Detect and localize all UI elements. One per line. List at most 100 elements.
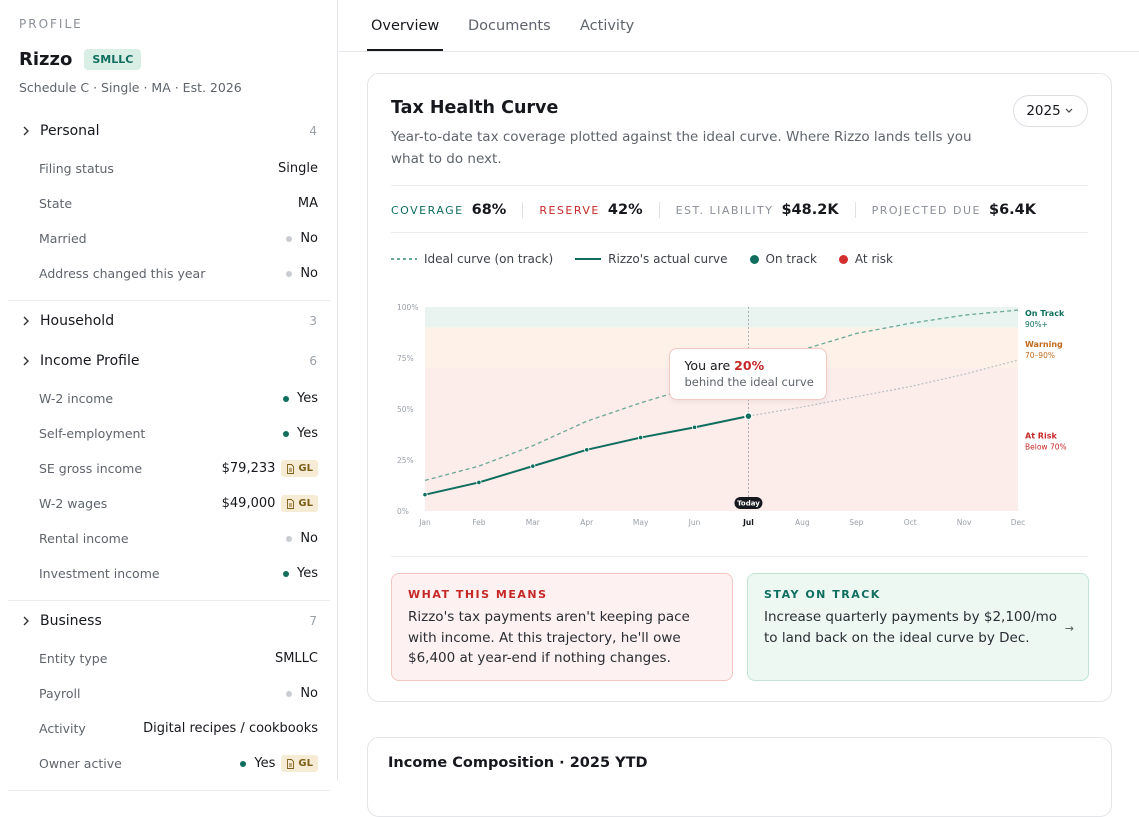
- projection-line: [748, 359, 1019, 417]
- legend-item: On track: [749, 252, 817, 266]
- chevron: [23, 356, 29, 366]
- field-row: Entity type SMLLC: [8, 641, 330, 676]
- legend-label: At risk: [854, 252, 893, 266]
- divider: [391, 185, 1088, 186]
- source-tag-text: GL: [298, 463, 313, 474]
- sections: Personal 4 Filing status Single State MA Marri…: [8, 111, 330, 791]
- tab[interactable]: Activity: [580, 18, 635, 34]
- legend-item: Ideal curve (on track): [391, 252, 553, 266]
- field-row: Owner active Yes GL: [8, 746, 330, 781]
- field-value-group: Single: [278, 161, 318, 176]
- zone-sublabel: 70–90%: [1025, 351, 1055, 360]
- field-value: MA: [297, 196, 318, 211]
- section: Income Profile 6 W-2 income Yes Self-employm…: [8, 341, 330, 601]
- field-value: Yes: [254, 756, 276, 771]
- y-tick-label: 0%: [397, 507, 409, 516]
- profile-name-row: Rizzo SMLLC: [19, 49, 142, 70]
- field-label: W-2 wages: [39, 496, 108, 511]
- field-value-group: No: [286, 231, 318, 246]
- field-label: State: [39, 196, 73, 211]
- section-count: 6: [309, 354, 317, 368]
- field-value: Yes: [297, 566, 318, 581]
- card: [367, 737, 1112, 817]
- field-value-group: $79,233 GL: [222, 460, 318, 477]
- legend-label: Rizzo's actual curve: [608, 252, 728, 266]
- year-select[interactable]: 2025: [1013, 95, 1088, 127]
- zone-label: On Track: [1025, 309, 1065, 318]
- field-label: Owner active: [39, 756, 122, 771]
- stat-value: $6.4K: [988, 202, 1036, 218]
- section-header[interactable]: Business 7: [8, 601, 330, 641]
- field-value: No: [300, 266, 318, 281]
- stat: EST. LIABILITY $48.2K: [676, 202, 839, 218]
- y-tick-label: 25%: [397, 456, 414, 465]
- doc-icon-path: [287, 463, 295, 474]
- field-label: W-2 income: [39, 391, 114, 406]
- callout: WHAT THIS MEANS Rizzo's tax payments aren…: [391, 573, 733, 681]
- status-dot: [283, 430, 289, 437]
- x-tick-label: Oct: [904, 518, 917, 527]
- section-header[interactable]: Personal 4: [8, 111, 330, 151]
- series-line: [424, 309, 1019, 482]
- sidebar: PROFILE Rizzo SMLLC Schedule C · Single ·…: [0, 0, 338, 791]
- field-row: Self-employment Yes: [8, 416, 330, 451]
- legend-label: Ideal curve (on track): [424, 252, 554, 266]
- field-value: $79,233: [221, 461, 276, 476]
- field-row: Filing status Single: [8, 151, 330, 186]
- field-row: W-2 wages $49,000 GL: [8, 486, 330, 521]
- x-tick-label: May: [633, 518, 649, 527]
- stat: PROJECTED DUE $6.4K: [872, 202, 1036, 218]
- source-tag: GL: [281, 460, 318, 477]
- field-row: Payroll No: [8, 676, 330, 711]
- source-tag-text: GL: [298, 758, 313, 769]
- field-label: Address changed this year: [39, 266, 206, 281]
- field-row: Address changed this year No: [8, 256, 330, 291]
- legend: Ideal curve (on track) Rizzo's actual cur…: [391, 252, 915, 266]
- chart: On Track 90%+ Warning 70–90% At Risk Below 70…: [397, 303, 1067, 527]
- source-tag: GL: [281, 495, 318, 512]
- section-header[interactable]: Income Profile 6: [8, 341, 330, 381]
- doc-icon: [287, 498, 295, 509]
- stat-separator: [854, 202, 856, 218]
- section: Personal 4 Filing status Single State MA Marri…: [8, 111, 330, 301]
- field-value-group: Yes: [283, 391, 318, 406]
- field-value-group: No: [286, 686, 318, 701]
- section-title: Household: [40, 313, 115, 329]
- field-label: Activity: [39, 721, 86, 736]
- chevron: [23, 616, 29, 626]
- stat-label: COVERAGE: [391, 204, 464, 217]
- field-value-group: SMLLC: [275, 651, 318, 666]
- field-row: State MA: [8, 186, 330, 221]
- section: Business 7 Entity type SMLLC Payroll No Activi…: [8, 601, 330, 791]
- status-dot: [286, 535, 293, 542]
- section-count: 3: [309, 314, 317, 328]
- stat-label: PROJECTED DUE: [871, 204, 981, 217]
- divider: [391, 556, 1088, 557]
- field-label: Investment income: [39, 566, 160, 581]
- field-label: Filing status: [39, 161, 114, 176]
- sidebar-label: PROFILE: [19, 17, 83, 31]
- y-tick-label: 100%: [397, 303, 418, 312]
- tab[interactable]: Documents: [468, 18, 551, 34]
- point: [744, 411, 753, 421]
- zone-sublabel: 90%+: [1025, 320, 1048, 329]
- callout-arrow: →: [1064, 622, 1074, 635]
- today-label: Today: [737, 500, 760, 508]
- tab[interactable]: Overview: [371, 18, 440, 34]
- profile-meta: Schedule C · Single · MA · Est. 2026: [19, 80, 242, 95]
- legend-swatch: [575, 258, 602, 260]
- legend-item: Rizzo's actual curve: [575, 252, 728, 266]
- section-header[interactable]: Household 3: [8, 301, 330, 341]
- doc-icon-path: [287, 498, 295, 509]
- field-row: Investment income Yes: [8, 556, 330, 591]
- x-tick-label: Apr: [580, 518, 594, 527]
- callout[interactable]: STAY ON TRACK Increase quarterly payments…: [747, 573, 1089, 681]
- legend-item: At risk: [838, 252, 893, 266]
- field-value-group: MA: [298, 196, 318, 211]
- tooltip-suffix: behind the ideal curve: [684, 375, 814, 390]
- field-value-group: No: [286, 266, 318, 281]
- x-tick-label: Sep: [849, 518, 863, 527]
- stat-label: EST. LIABILITY: [675, 204, 774, 217]
- field-row: Activity Digital recipes / cookbooks: [8, 711, 330, 746]
- status-dot: [240, 760, 247, 767]
